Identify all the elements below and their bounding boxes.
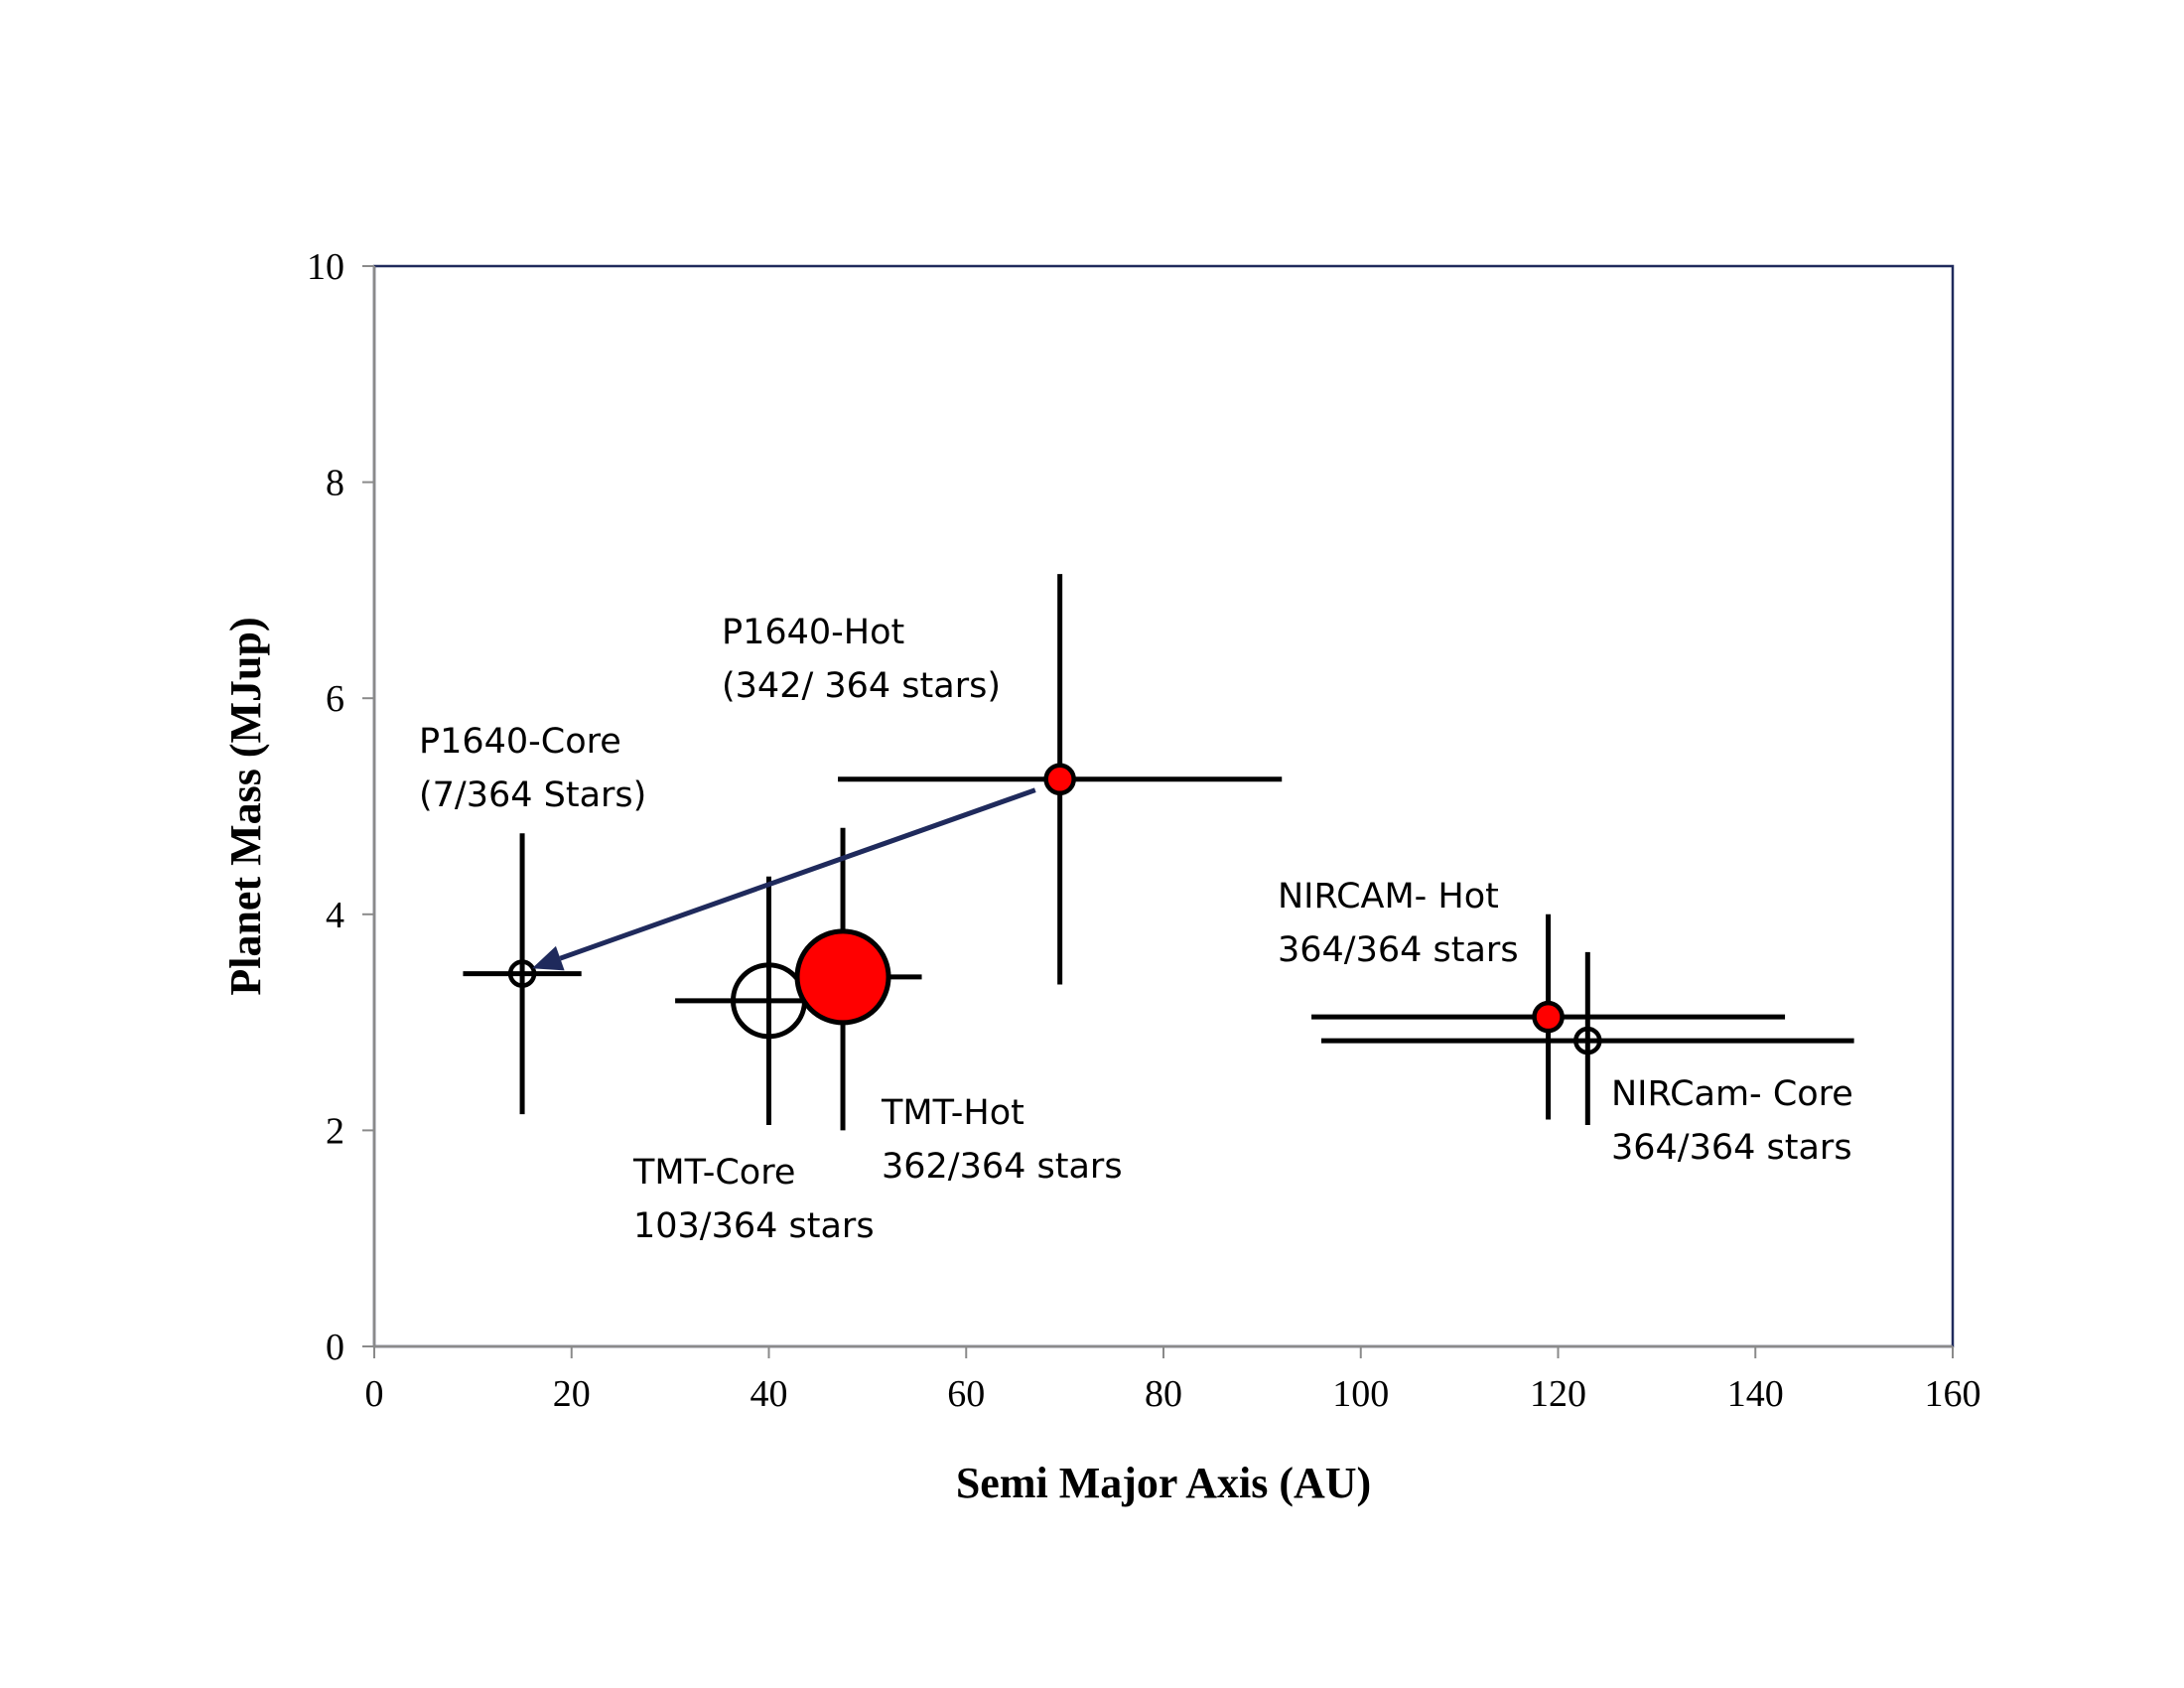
label-line: TMT-Core bbox=[632, 1153, 795, 1193]
arrow-shaft bbox=[559, 787, 1036, 961]
y-tick-label: 8 bbox=[326, 463, 344, 504]
arrow bbox=[532, 787, 1036, 971]
marker-core bbox=[507, 959, 537, 988]
label-p1640-core: P1640-Core (7/364 Stars) bbox=[419, 722, 646, 815]
data-series bbox=[463, 574, 1854, 1131]
label-line: P1640-Hot bbox=[722, 613, 904, 652]
label-line: NIRCam- Core bbox=[1611, 1074, 1853, 1114]
label-line: (342/ 364 stars) bbox=[722, 666, 1001, 706]
x-tick-label: 40 bbox=[751, 1373, 788, 1415]
data-point-nircam-hot bbox=[1311, 914, 1786, 1120]
x-tick-label: 20 bbox=[553, 1373, 591, 1415]
x-tick-label: 120 bbox=[1530, 1373, 1586, 1415]
label-line: P1640-Core bbox=[419, 722, 621, 762]
marker-hot bbox=[794, 928, 891, 1026]
y-axis-title: Planet Mass (MJup) bbox=[221, 617, 270, 995]
y-tick-label: 0 bbox=[326, 1327, 344, 1368]
label-line: 364/364 stars bbox=[1278, 930, 1519, 970]
x-tick-label: 100 bbox=[1332, 1373, 1389, 1415]
arrow-head bbox=[532, 945, 565, 971]
y-tick-label: 4 bbox=[326, 895, 344, 936]
label-tmt-hot: TMT-Hot 362/364 stars bbox=[881, 1093, 1123, 1187]
marker-core bbox=[1573, 1026, 1602, 1055]
x-tick-label: 140 bbox=[1727, 1373, 1784, 1415]
y-tick-label: 6 bbox=[326, 678, 344, 720]
marker-hot bbox=[1532, 1000, 1565, 1034]
x-tick-label: 80 bbox=[1145, 1373, 1182, 1415]
label-nircam-hot: NIRCAM- Hot 364/364 stars bbox=[1278, 877, 1519, 970]
annotations: P1640-Core (7/364 Stars) P1640-Hot (342/ 36… bbox=[419, 613, 1853, 1246]
data-point-tmt-hot bbox=[794, 827, 922, 1131]
label-line: TMT-Hot bbox=[881, 1093, 1024, 1133]
data-point-nircam-core bbox=[1321, 951, 1854, 1125]
label-line: NIRCAM- Hot bbox=[1278, 877, 1499, 916]
x-axis-title: Semi Major Axis (AU) bbox=[956, 1459, 1371, 1507]
y-tick-label: 10 bbox=[307, 246, 344, 288]
marker-hot bbox=[1043, 763, 1076, 796]
y-tick-label: 2 bbox=[326, 1110, 344, 1152]
data-point-p1640-hot bbox=[838, 574, 1283, 985]
label-line: 103/364 stars bbox=[633, 1206, 875, 1246]
axes: 0 20 40 60 80 100 120 140 160 0 2 4 6 8 10 bbox=[307, 246, 1981, 1415]
label-line: 362/364 stars bbox=[882, 1147, 1123, 1187]
label-p1640-hot: P1640-Hot (342/ 364 stars) bbox=[722, 613, 1001, 706]
data-point-p1640-core bbox=[463, 833, 582, 1115]
x-tick-label: 0 bbox=[365, 1373, 384, 1415]
x-tick-label: 60 bbox=[947, 1373, 985, 1415]
label-nircam-core: NIRCam- Core 364/364 stars bbox=[1611, 1074, 1853, 1168]
label-tmt-core: TMT-Core 103/364 stars bbox=[632, 1153, 875, 1246]
label-line: 364/364 stars bbox=[1611, 1128, 1852, 1168]
x-tick-label: 160 bbox=[1925, 1373, 1981, 1415]
label-line: (7/364 Stars) bbox=[419, 775, 646, 815]
